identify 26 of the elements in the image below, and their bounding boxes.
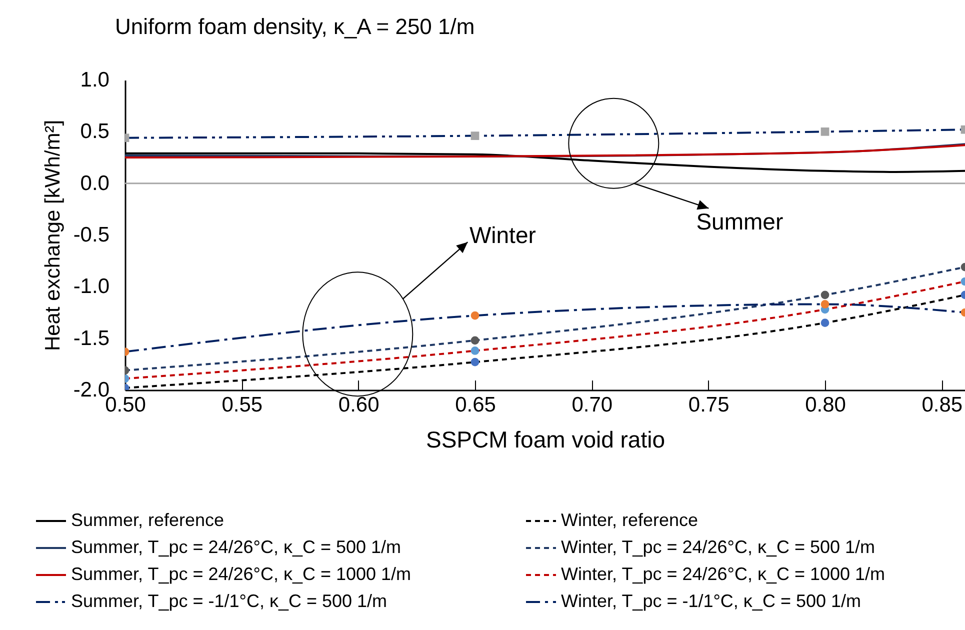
legend-label: Winter, T_pc = 24/26°C, κ_C = 1000 1/m [561,564,886,584]
y-tick-label: -1.0 [73,275,110,298]
annotation: Winter [469,222,536,248]
annotation: Summer [696,208,784,234]
y-tick-label: 0.0 [80,172,110,195]
x-axis-title: SSPCM foam void ratio [426,426,666,452]
x-tick-label: 0.65 [455,394,496,416]
legend-label: Summer, T_pc = -1/1°C, κ_C = 500 1/m [71,591,388,611]
legend-label: Summer, T_pc = 24/26°C, κ_C = 500 1/m [71,537,402,557]
legend-label: Winter, reference [561,510,698,530]
x-tick-label: 0.60 [338,394,380,416]
y-tick-label: -0.5 [73,224,110,246]
x-tick-label: 0.85 [922,394,963,416]
x-tick-label: 0.70 [572,394,613,416]
y-tick-label: -1.5 [73,326,110,350]
y-axis-title: Heat exchange [kWh/m²] [41,120,64,352]
legend-label: Summer, reference [71,510,224,530]
x-tick-label: 0.75 [688,394,730,416]
legend-label: Winter, T_pc = 24/26°C, κ_C = 500 1/m [561,537,876,557]
y-tick-label: 1.0 [80,68,110,92]
x-tick-label: 0.55 [222,394,263,416]
chart-title: Uniform foam density, κ_A = 250 1/m [115,14,475,39]
x-tick-label: 0.80 [805,394,846,416]
y-tick-label: 0.5 [80,120,110,144]
legend-label: Winter, T_pc = -1/1°C, κ_C = 500 1/m [561,591,861,611]
legend-label: Summer, T_pc = 24/26°C, κ_C = 1000 1/m [71,564,412,584]
